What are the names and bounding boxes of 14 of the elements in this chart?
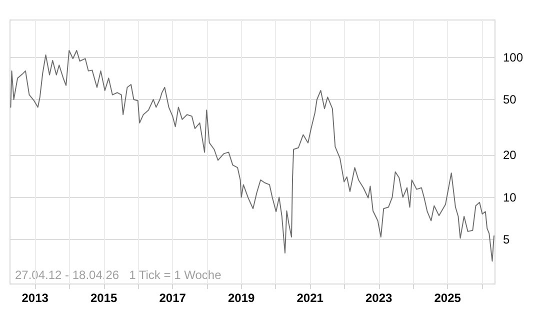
y-tick-label: 5 <box>503 232 510 246</box>
x-tick-label: 2019 <box>228 291 255 305</box>
x-tick-label: 2015 <box>90 291 118 305</box>
y-tick-label: 100 <box>503 50 524 64</box>
y-tick-label: 10 <box>503 190 517 204</box>
y-tick-label: 50 <box>503 92 517 106</box>
x-tick-label: 2025 <box>434 291 462 305</box>
x-tick-label: 2021 <box>296 291 324 305</box>
x-tick-label: 2013 <box>22 291 49 305</box>
x-tick-label: 2017 <box>159 291 186 305</box>
annotation: 27.04.12 - 18.04.26 1 Tick = 1 Woche <box>15 268 222 282</box>
y-tick-label: 20 <box>503 148 517 162</box>
line-series <box>10 50 494 262</box>
x-tick-label: 2023 <box>365 291 392 305</box>
